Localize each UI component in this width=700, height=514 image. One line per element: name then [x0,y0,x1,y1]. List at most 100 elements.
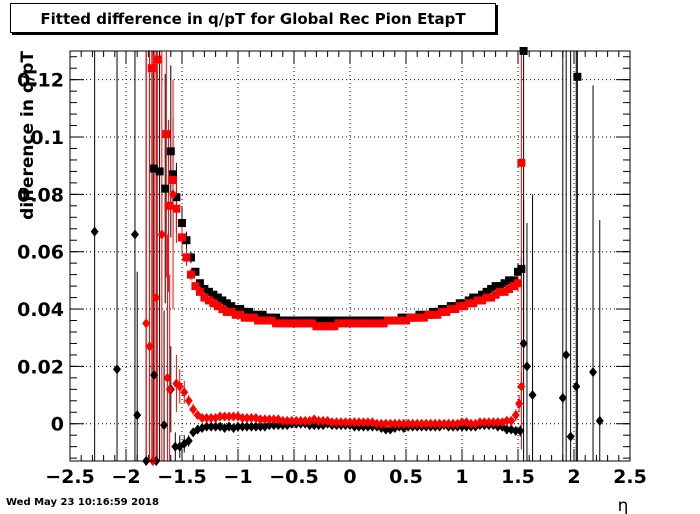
data-point-square [316,322,325,331]
data-point-square [249,313,258,322]
data-point-square [209,290,218,299]
data-point-diamond [283,415,292,426]
data-point-square [496,287,505,296]
data-point-diamond [337,417,346,428]
data-point-diamond [130,229,139,240]
data-point-diamond [381,418,390,429]
data-point-diamond [372,418,381,429]
x-tick-label: −1.5 [157,466,207,488]
data-point-square [491,290,500,299]
data-point-square [491,282,500,291]
data-point-square [200,293,209,302]
y-axis-label: difference in q/pT [18,51,38,220]
data-point-square [482,293,491,302]
data-point-square [191,282,200,291]
data-point-square [153,55,162,64]
data-point-square [514,279,522,288]
data-point-diamond [216,411,225,422]
x-tick-label: 0 [343,466,356,488]
data-point-square [325,322,334,331]
data-point-diamond [480,417,489,428]
data-point-diamond [350,417,359,428]
data-point-square [352,319,361,328]
data-point-square [231,305,240,314]
data-point-square [222,299,231,308]
data-point-square [294,319,303,328]
data-point-diamond [332,417,341,428]
data-point-diamond [225,411,234,422]
data-point-diamond [516,425,525,436]
y-tick-label: 0.1 [30,127,64,149]
data-point-square [298,319,307,328]
data-point-diamond [133,410,142,421]
data-point-diamond [90,226,99,237]
data-point-square [410,313,419,322]
data-point-square [178,219,186,228]
data-point-square [348,319,357,328]
data-point-diamond [386,418,395,429]
y-tick-label: 0 [51,414,64,436]
data-point-diamond [296,415,305,426]
data-point-square [172,204,181,213]
x-tick-label: −0.5 [269,466,319,488]
data-point-diamond [328,417,337,428]
data-point-square [195,287,204,296]
x-tick-label: 1.5 [501,466,535,488]
data-point-diamond [354,417,363,428]
data-point-diamond [507,415,516,426]
data-point-square [169,170,178,179]
data-point-diamond [256,421,265,432]
x-tick-label: −2.5 [45,466,95,488]
data-point-square [393,316,402,325]
data-point-diamond [562,349,571,360]
x-tick-label: 2 [567,466,580,488]
data-point-square [321,322,330,331]
data-point-square [500,279,509,288]
data-point-square [478,296,487,305]
data-point-square [343,319,352,328]
data-point-diamond [507,424,516,435]
data-point-square [281,319,290,328]
data-point-diamond [247,421,256,432]
data-point-square [178,233,186,242]
data-point-square [505,276,514,285]
data-point-square [218,296,227,305]
data-point-diamond [198,412,207,423]
data-point-diamond [113,364,122,375]
data-point-diamond [319,415,328,426]
data-point-diamond [202,421,211,432]
data-point-square [464,299,473,308]
data-point-diamond [484,417,493,428]
data-point-diamond [278,415,287,426]
data-point-square [254,316,263,325]
data-point-diamond [589,367,598,378]
data-point-diamond [180,387,189,398]
data-points [90,47,604,466]
data-point-diamond [458,417,466,428]
data-point-diamond [314,415,323,426]
data-point-square [469,293,478,302]
data-point-diamond [265,420,274,431]
y-tick-label: 0.06 [17,242,64,264]
data-point-diamond [413,418,422,429]
data-point-square [500,287,509,296]
data-point-square [402,316,410,325]
data-point-square [276,319,285,328]
data-point-diamond [363,417,372,428]
data-point-diamond [431,418,440,429]
data-point-diamond [256,414,265,425]
data-point-square [204,287,213,296]
y-tick-label: 0.04 [17,299,64,321]
data-point-square [509,276,518,285]
data-point-diamond [184,435,193,446]
x-tick-label: 0.5 [389,466,423,488]
data-point-diamond [301,415,310,426]
data-point-square [469,299,478,308]
data-point-square [254,310,263,319]
data-point-square [164,201,173,210]
data-point-square [195,279,204,288]
data-point-square [182,253,191,262]
data-point-square [290,319,298,328]
data-point-diamond [238,412,247,423]
data-point-diamond [522,361,531,372]
